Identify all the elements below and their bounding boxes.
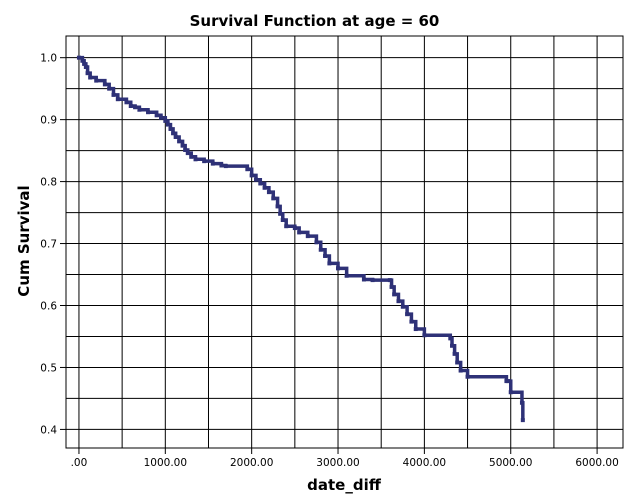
censor-mark <box>422 333 427 338</box>
censor-mark <box>396 299 401 304</box>
censor-mark <box>107 86 112 91</box>
censor-mark <box>154 113 159 118</box>
censor-mark <box>245 167 250 172</box>
censor-mark <box>266 190 271 195</box>
x-tick-label: 2000.00 <box>230 457 273 469</box>
censor-mark <box>102 82 107 87</box>
censor-mark <box>508 390 513 395</box>
censor-mark <box>168 126 173 131</box>
censor-mark <box>80 58 85 63</box>
censor-mark <box>183 147 188 152</box>
survival-curve <box>78 55 525 421</box>
censor-mark <box>465 374 470 379</box>
censor-mark <box>180 143 185 148</box>
censor-mark <box>506 379 511 384</box>
censor-mark <box>458 368 463 373</box>
censor-mark <box>297 230 302 235</box>
censor-mark <box>177 139 182 144</box>
censor-mark <box>76 55 81 60</box>
censor-mark <box>452 351 457 356</box>
censor-mark <box>413 327 418 332</box>
censor-mark <box>305 234 310 239</box>
x-tick-label: 4000.00 <box>403 457 446 469</box>
censor-mark <box>165 122 170 127</box>
censor-mark <box>171 131 176 136</box>
censor-mark <box>336 266 341 271</box>
censor-mark <box>275 204 280 209</box>
plot-frame <box>65 35 624 449</box>
y-tick-label: 1.0 <box>40 53 57 65</box>
y-axis-label: Cum Survival <box>15 185 33 296</box>
censor-mark <box>370 278 375 283</box>
censor-mark <box>124 100 129 105</box>
x-tick-label: .00 <box>71 457 88 469</box>
y-tick-label: 0.7 <box>40 239 57 251</box>
y-tick-label: 0.8 <box>40 177 57 189</box>
x-tick-label: 1000.00 <box>144 457 187 469</box>
censor-mark <box>111 92 116 97</box>
censor-mark <box>405 312 410 317</box>
censor-mark <box>133 105 138 110</box>
y-tick-label: 0.9 <box>40 115 57 127</box>
censor-mark <box>202 159 207 164</box>
censor-mark <box>223 164 228 169</box>
censor-mark <box>137 107 142 112</box>
censor-mark <box>146 110 151 115</box>
censor-mark <box>271 196 276 201</box>
censor-mark <box>193 157 198 162</box>
gridlines <box>66 36 623 448</box>
censor-mark <box>284 224 289 229</box>
censor-mark <box>519 400 524 405</box>
y-tick-label: 0.6 <box>40 301 57 313</box>
y-axis-ticks: 0.4 0.5 0.6 0.7 0.8 0.9 1.0 <box>40 53 66 436</box>
x-axis-ticks: .00 1000.00 2000.00 3000.00 4000.00 5000.00 60… <box>71 448 619 469</box>
censor-mark <box>344 273 349 278</box>
censor-mark <box>389 284 394 289</box>
censor-mark <box>163 118 168 123</box>
y-tick-label: 0.5 <box>40 362 57 374</box>
censor-mark <box>278 211 283 216</box>
censor-mark <box>219 163 224 168</box>
censor-mark <box>280 218 285 223</box>
censor-mark <box>361 277 366 282</box>
censor-mark <box>392 292 397 297</box>
x-tick-label: 6000.00 <box>575 457 618 469</box>
censor-mark <box>253 177 258 182</box>
censor-mark <box>88 75 93 80</box>
censor-mark <box>173 134 178 139</box>
censor-mark <box>314 240 319 245</box>
censor-mark <box>210 161 215 166</box>
censor-mark <box>409 319 414 324</box>
y-tick-label: 0.4 <box>40 424 57 436</box>
censor-mark <box>185 151 190 156</box>
censor-mark <box>323 253 328 258</box>
censor-mark <box>327 261 332 266</box>
censor-mark <box>292 226 297 231</box>
censor-mark <box>83 64 88 69</box>
censor-mark <box>520 418 525 423</box>
censor-mark <box>115 97 120 102</box>
censor-mark <box>262 185 267 190</box>
censor-mark <box>455 360 460 365</box>
survival-series <box>76 55 525 423</box>
censor-mark <box>318 247 323 252</box>
x-tick-label: 5000.00 <box>489 457 532 469</box>
censor-mark <box>85 71 90 76</box>
censor-mark <box>94 78 99 83</box>
censor-mark <box>450 343 455 348</box>
censor-mark <box>128 104 133 109</box>
censor-mark <box>400 304 405 309</box>
censor-mark <box>387 278 392 283</box>
censor-mark <box>258 181 263 186</box>
censor-mark <box>82 61 87 66</box>
censor-mark <box>189 154 194 159</box>
x-tick-label: 3000.00 <box>316 457 359 469</box>
chart-title: Survival Function at age = 60 <box>190 12 440 30</box>
censor-mark <box>158 115 163 120</box>
x-axis-label: date_diff <box>307 476 382 494</box>
censor-mark <box>249 173 254 178</box>
censor-mark <box>448 336 453 341</box>
